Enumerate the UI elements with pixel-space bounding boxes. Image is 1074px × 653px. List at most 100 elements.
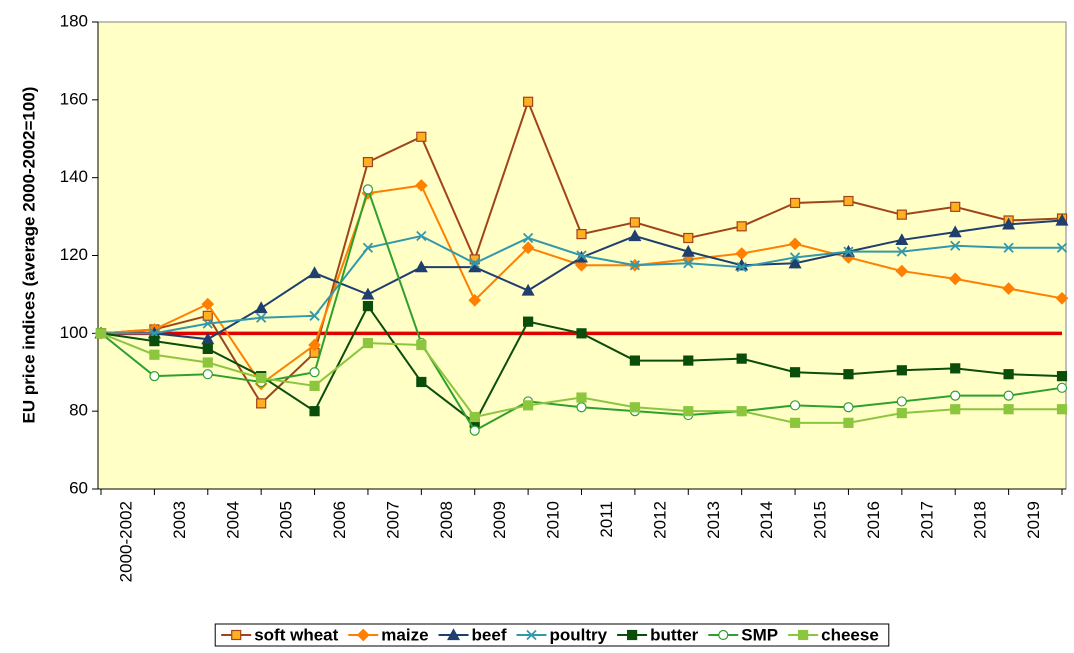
marker (416, 131, 427, 142)
marker (1003, 404, 1014, 415)
marker (362, 242, 374, 253)
marker (202, 357, 213, 368)
marker (309, 367, 320, 378)
legend-label: cheese (821, 625, 879, 644)
marker (628, 229, 642, 242)
x-tick-label: 2012 (650, 501, 669, 539)
marker (950, 390, 961, 401)
marker (718, 629, 729, 641)
marker (1056, 242, 1068, 253)
marker (736, 221, 747, 232)
legend-label: butter (650, 625, 699, 644)
y-tick-label: 100 (60, 323, 88, 342)
marker (202, 318, 213, 329)
marker (629, 260, 641, 271)
marker (1003, 242, 1014, 253)
marker (629, 402, 640, 413)
marker (788, 256, 802, 269)
marker (895, 264, 909, 278)
marker (523, 96, 534, 107)
marker (468, 293, 482, 307)
x-tick-label: 2011 (597, 501, 616, 538)
marker (1055, 213, 1069, 226)
marker (576, 250, 587, 261)
marker (362, 337, 374, 349)
marker (950, 404, 961, 415)
marker (523, 400, 534, 411)
marker (950, 363, 961, 374)
marker (1056, 371, 1068, 382)
marker (789, 367, 801, 378)
marker (201, 332, 215, 345)
marker (627, 629, 638, 641)
marker (309, 310, 320, 321)
marker (1056, 382, 1068, 393)
marker (522, 232, 534, 244)
marker (843, 417, 854, 428)
y-tick-label: 120 (60, 245, 88, 264)
marker (683, 258, 694, 269)
marker (202, 369, 213, 380)
marker (948, 272, 962, 286)
marker (789, 252, 801, 263)
marker (231, 629, 242, 641)
marker (843, 195, 854, 207)
marker (201, 297, 215, 311)
y-tick-label: 160 (60, 89, 88, 108)
x-tick-label: 2006 (330, 501, 349, 539)
marker (308, 266, 322, 279)
marker (254, 301, 268, 314)
marker (629, 217, 640, 228)
marker (469, 425, 480, 436)
legend-label: SMP (741, 625, 778, 644)
marker (447, 628, 461, 641)
x-tick-label: 2007 (383, 501, 402, 539)
marker (576, 328, 587, 339)
marker (681, 244, 695, 257)
marker (469, 411, 480, 423)
marker (789, 417, 801, 428)
x-tick-label: 2003 (170, 501, 189, 539)
x-tick-label: 2010 (544, 501, 563, 539)
marker (736, 406, 747, 417)
legend-label: poultry (549, 625, 607, 644)
legend: soft wheat maize beef poultry butter SMP chees… (214, 623, 890, 647)
x-tick-label: 2005 (277, 501, 296, 539)
marker (683, 406, 694, 417)
marker (896, 365, 907, 376)
marker (256, 372, 267, 384)
marker (948, 225, 962, 238)
marker (1056, 404, 1068, 415)
marker (950, 201, 961, 212)
marker (896, 246, 907, 257)
marker (1003, 369, 1014, 380)
marker (149, 349, 160, 360)
legend-label: soft wheat (254, 625, 338, 644)
marker (362, 184, 374, 195)
x-tick-label: 2013 (704, 501, 723, 539)
marker (202, 343, 213, 354)
marker (414, 260, 428, 273)
marker (256, 398, 267, 409)
marker (416, 230, 427, 242)
marker (149, 371, 160, 382)
marker (576, 402, 587, 413)
marker (1055, 291, 1069, 305)
marker (309, 406, 320, 417)
y-axis-label: EU price indices (average 2000-2002=100) (19, 87, 38, 424)
marker (843, 402, 854, 413)
marker (521, 241, 535, 255)
marker (356, 628, 370, 642)
legend-box (214, 623, 890, 647)
x-tick-label: 2018 (971, 501, 990, 539)
marker (1003, 390, 1014, 401)
y-tick-label: 60 (69, 478, 88, 497)
marker (526, 629, 537, 641)
x-tick-label: 2000-2002 (116, 501, 135, 582)
marker (843, 246, 854, 257)
marker (362, 157, 374, 168)
y-tick-label: 140 (60, 167, 88, 186)
marker (788, 237, 802, 251)
x-tick-label: 2017 (917, 501, 936, 539)
